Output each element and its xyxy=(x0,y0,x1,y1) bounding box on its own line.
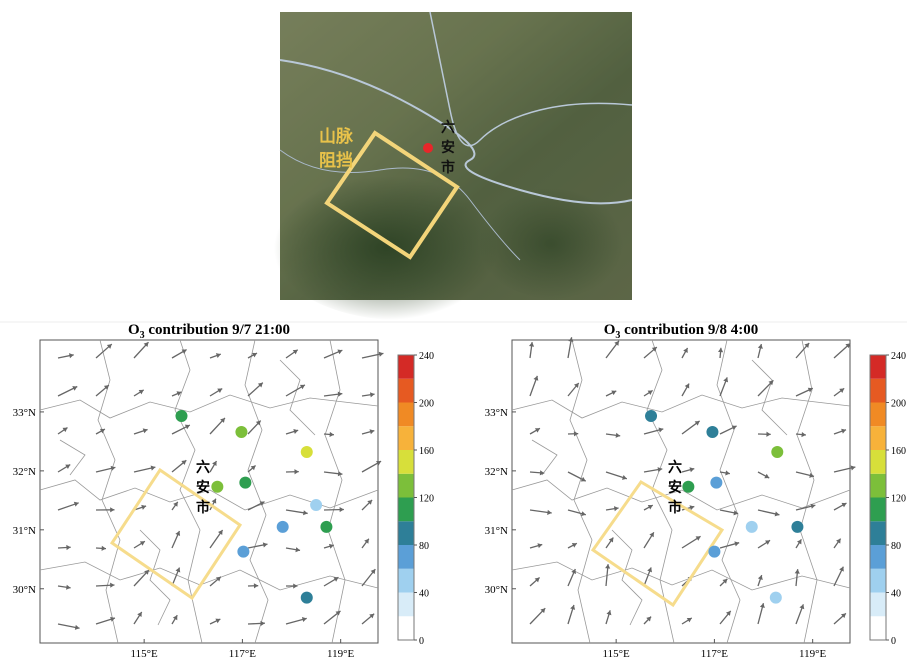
colorbar-segment xyxy=(398,450,414,474)
title-text: contribution 9/8 4:00 xyxy=(620,322,758,338)
satellite-map: 山脉 阻挡 六 安 市 xyxy=(260,12,650,320)
colorbar-tick-label: 80 xyxy=(419,541,429,552)
colorbar-segment xyxy=(398,474,414,498)
colorbar-segment xyxy=(870,545,886,569)
x-tick-label: 119°E xyxy=(799,648,826,659)
x-tick-label: 115°E xyxy=(603,648,630,659)
city-label: 六 xyxy=(196,459,210,476)
x-tick-label: 119°E xyxy=(327,648,354,659)
colorbar-segment xyxy=(398,403,414,427)
station-point xyxy=(710,477,722,489)
colorbar-segment xyxy=(398,593,414,617)
colorbar-tick-label: 120 xyxy=(419,494,434,505)
city-label: 安 xyxy=(441,139,455,156)
city-label: 市 xyxy=(441,159,455,176)
wind-arrow-head xyxy=(379,352,384,357)
colorbar-tick-label: 160 xyxy=(419,446,434,457)
city-marker xyxy=(423,143,433,153)
colorbar-tick-label: 40 xyxy=(891,589,901,600)
station-point xyxy=(310,499,322,511)
colorbar-segment xyxy=(870,426,886,450)
colorbar-segment xyxy=(870,379,886,403)
colorbar-tick-label: 120 xyxy=(891,494,906,505)
y-tick-label: 32°N xyxy=(13,466,36,478)
colorbar-tick-label: 200 xyxy=(419,399,434,410)
y-tick-label: 33°N xyxy=(485,407,508,419)
colorbar-tick-label: 80 xyxy=(891,541,901,552)
colorbar-segment xyxy=(870,521,886,545)
colorbar-segment xyxy=(398,379,414,403)
station-point xyxy=(239,477,251,489)
colorbar-tick-label: 240 xyxy=(891,351,906,362)
page: 山脉 阻挡 六 安 市 O3 contribution 9/7 21:00六安市… xyxy=(0,0,907,659)
title-text: O xyxy=(128,322,140,338)
station-point xyxy=(301,592,313,604)
colorbar-tick-label: 240 xyxy=(419,351,434,362)
city-label: 六 xyxy=(441,119,455,136)
panel-title: O3 contribution 9/7 21:00 xyxy=(128,322,290,341)
x-tick-label: 117°E xyxy=(701,648,728,659)
y-tick-label: 32°N xyxy=(485,466,508,478)
colorbar-segment xyxy=(398,616,414,640)
colorbar-segment xyxy=(870,403,886,427)
colorbar-segment xyxy=(870,355,886,379)
mountain-label: 山脉 xyxy=(319,126,354,147)
colorbar-segment xyxy=(870,474,886,498)
station-point xyxy=(771,446,783,458)
colorbar-segment xyxy=(870,616,886,640)
city-label: 安 xyxy=(668,479,682,496)
station-point xyxy=(708,546,720,558)
x-tick-label: 117°E xyxy=(229,648,256,659)
colorbar-segment xyxy=(398,545,414,569)
station-point xyxy=(746,521,758,533)
station-point xyxy=(211,481,223,493)
y-tick-label: 31°N xyxy=(485,525,508,537)
panel-title: O3 contribution 9/8 4:00 xyxy=(604,322,759,341)
colorbar-tick-label: 160 xyxy=(891,446,906,457)
station-point xyxy=(301,446,313,458)
station-point xyxy=(706,426,718,438)
colorbar-segment xyxy=(398,355,414,379)
colorbar-tick-label: 40 xyxy=(419,589,429,600)
station-point xyxy=(682,481,694,493)
mountain-label: 阻挡 xyxy=(319,150,353,171)
y-tick-label: 30°N xyxy=(485,584,508,596)
station-point xyxy=(175,410,187,422)
title-text: O xyxy=(604,322,616,338)
colorbar-tick-label: 0 xyxy=(891,636,896,647)
station-point xyxy=(237,546,249,558)
city-label: 安 xyxy=(196,479,210,496)
figure: 山脉 阻挡 六 安 市 O3 contribution 9/7 21:00六安市… xyxy=(0,0,907,659)
station-point xyxy=(791,521,803,533)
y-tick-label: 30°N xyxy=(13,584,36,596)
title-text: contribution 9/7 21:00 xyxy=(145,322,290,338)
colorbar-segment xyxy=(398,498,414,522)
station-point xyxy=(277,521,289,533)
x-tick-label: 115°E xyxy=(131,648,158,659)
colorbar-segment xyxy=(870,569,886,593)
colorbar-segment xyxy=(870,593,886,617)
colorbar-segment xyxy=(398,569,414,593)
colorbar-segment xyxy=(398,521,414,545)
colorbar-segment xyxy=(870,450,886,474)
station-point xyxy=(320,521,332,533)
y-tick-label: 31°N xyxy=(13,525,36,537)
y-tick-label: 33°N xyxy=(13,407,36,419)
station-point xyxy=(770,592,782,604)
colorbar-segment xyxy=(398,426,414,450)
station-point xyxy=(235,426,247,438)
city-label: 市 xyxy=(668,499,682,516)
colorbar-tick-label: 0 xyxy=(419,636,424,647)
colorbar-tick-label: 200 xyxy=(891,399,906,410)
map-panel: O3 contribution 9/8 4:00 六安市 115°E 117°E 119… xyxy=(485,322,906,659)
city-label: 市 xyxy=(196,499,210,516)
station-point xyxy=(645,410,657,422)
colorbar-segment xyxy=(870,498,886,522)
wind-arrow-head xyxy=(851,466,856,471)
map-panel: O3 contribution 9/7 21:00 六安市 115°E 117°E 11… xyxy=(13,322,434,659)
city-label: 六 xyxy=(668,459,682,476)
mountain-shade xyxy=(470,160,650,300)
